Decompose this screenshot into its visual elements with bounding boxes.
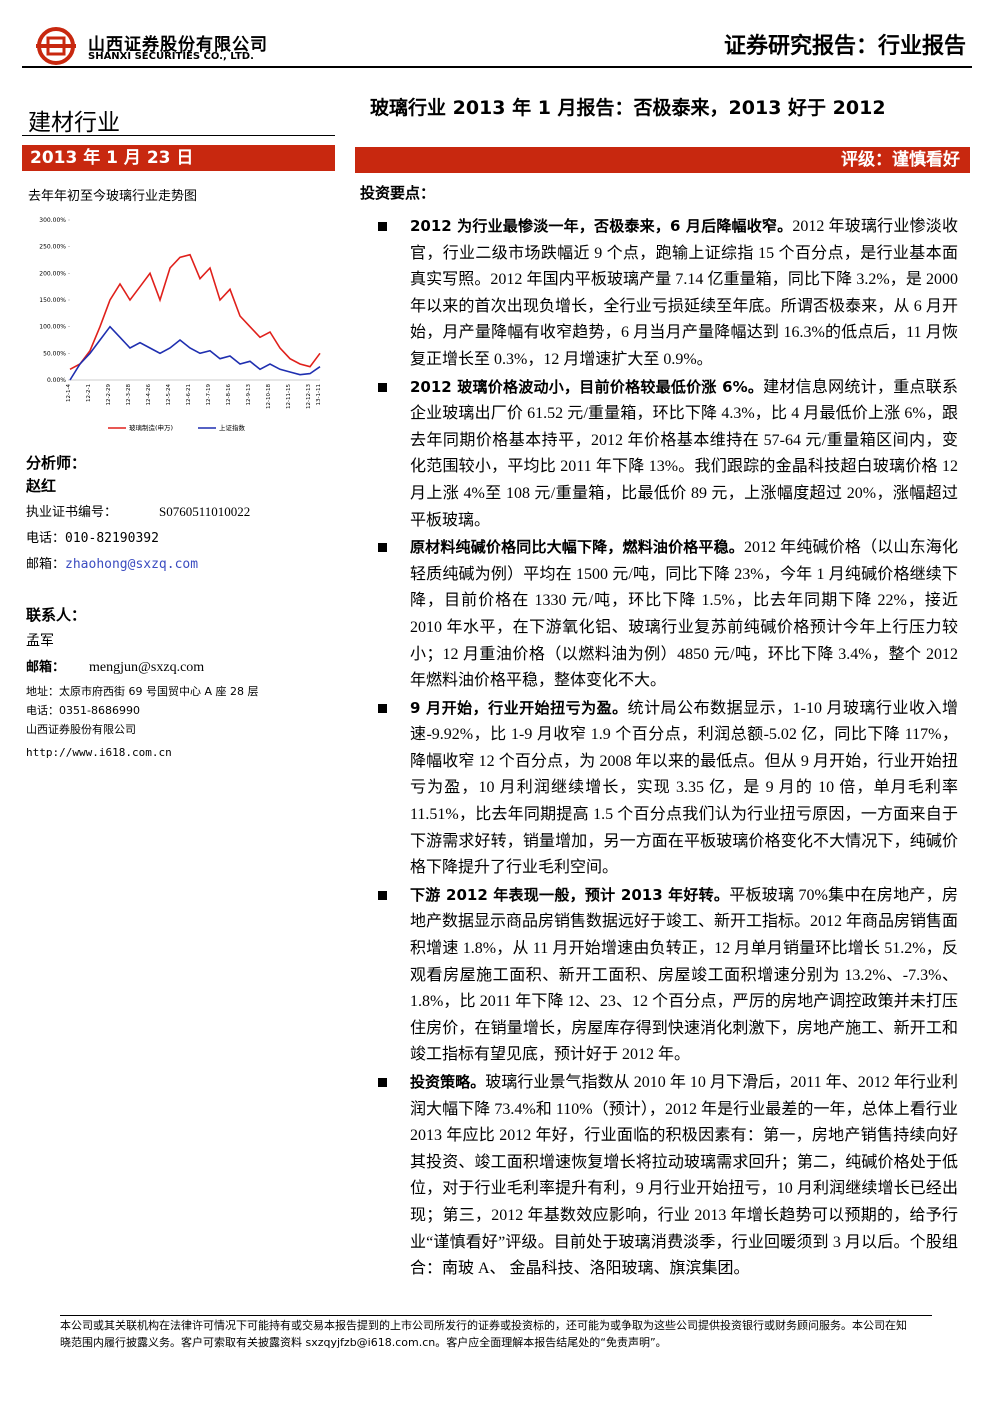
company-en: SHANXI SECURITIES CO., LTD. [88, 51, 254, 62]
bullet-lead: 9 月开始，行业开始扭亏为盈。 [410, 698, 628, 717]
y-tick-label: 200.00% [39, 270, 66, 277]
value: zhaohong@sxzq.com [65, 557, 199, 572]
label: 执业证书编号： [26, 505, 118, 520]
sector-rule [22, 135, 335, 136]
x-tick-label: 12-2-1 [86, 384, 92, 402]
bullet: 下游 2012 年表现一般，预计 2013 年好转。平板玻璃 70%集中在房地产… [378, 882, 959, 1069]
contact-heading: 联系人： [26, 606, 87, 624]
bullet-lead: 2012 玻璃价格波动小，目前价格较最低价涨 6%。 [410, 377, 764, 396]
bullet: 原材料纯碱价格同比大幅下降，燃料油价格平稳。2012 年纯碱价格（以山东海化轻质… [378, 534, 958, 695]
bullet-text: 2012 年玻璃行业惨淡收官，行业二级市场跌幅近 9 个点，跑输上证综指 15 … [410, 218, 958, 368]
x-tick-label: 12-7-19 [206, 384, 212, 406]
x-tick-label: 12-3-28 [126, 384, 132, 406]
company-cn: 山西证券股份有限公司 [88, 35, 268, 55]
phone: 电话：010-82190392 [26, 527, 159, 546]
bullet-text: 建材信息网统计，重点联系企业玻璃出厂价 61.52 元/重量箱，环比下降 4.3… [410, 378, 958, 529]
x-tick-label: 12-6-21 [186, 384, 192, 405]
bullet: 9 月开始，行业开始扭亏为盈。统计局公布数据显示，1-10 月玻璃行业收入增速-… [378, 695, 958, 882]
bullet: 2012 为行业最惨淡一年，否极泰来，6 月后降幅收窄。2012 年玻璃行业惨淡… [378, 213, 958, 374]
key-points-heading: 投资要点： [360, 184, 436, 202]
x-tick-label: 12-2-29 [106, 384, 112, 406]
report-type: 证券研究报告：行业报告 [723, 34, 966, 59]
x-tick-label: 12-12-13 [306, 384, 312, 409]
label: 邮箱： [26, 660, 66, 675]
bullet: 2012 玻璃价格波动小，目前价格较最低价涨 6%。建材信息网统计，重点联系企业… [378, 374, 958, 535]
footer-rule [60, 1315, 932, 1316]
cert: 执业证书编号： S0760511010022 [26, 501, 250, 520]
value: mengjun@sxzq.com [89, 660, 205, 675]
legend-label: 上证指数 [219, 423, 246, 432]
bullet: 投资策略。玻璃行业景气指数从 2010 年 10 月下滑后，2011 年、201… [378, 1069, 958, 1283]
x-tick-label: 12-9-13 [246, 384, 252, 406]
line [69, 325, 321, 381]
address: 地址：太原市府西街 69 号国贸中心 A 座 28 层 [26, 685, 259, 698]
value: S0760511010022 [159, 504, 251, 519]
line [69, 253, 321, 371]
x-tick-label: 12-11-15 [286, 384, 292, 409]
logo [36, 27, 76, 65]
analyst-heading: 分析师： [26, 454, 87, 472]
x-tick-label: 12-10-18 [266, 384, 272, 409]
date-bar: 2013 年 1 月 23 日 [22, 145, 335, 171]
analyst-name: 赵红 [26, 477, 57, 495]
sector: 建材行业 [28, 110, 120, 136]
contact-name: 孟军 [26, 633, 54, 649]
x-tick-label: 12-4-26 [146, 384, 152, 406]
y-tick-label: 50.00% [43, 350, 66, 357]
bullet-lead: 投资策略。 [410, 1073, 486, 1091]
bullet-text: 统计局公布数据显示，1-10 月玻璃行业收入增速-9.92%，比 1-9 月收窄… [410, 699, 958, 877]
y-tick-label: 100.00% [39, 324, 66, 331]
key-points: 2012 为行业最惨淡一年，否极泰来，6 月后降幅收窄。2012 年玻璃行业惨淡… [378, 213, 959, 1283]
bullet-lead: 原材料纯碱价格同比大幅下降，燃料油价格平稳。 [410, 538, 744, 557]
x-tick-label: 12-5-24 [166, 384, 172, 406]
contact-company: 山西证券股份有限公司 [26, 723, 136, 736]
bullet-text: 玻璃行业景气指数从 2010 年 10 月下滑后，2011 年、2012 年行业… [410, 1074, 958, 1278]
email: 邮箱：zhaohong@sxzq.com [26, 553, 198, 572]
bullet-lead: 下游 2012 年表现一般，预计 2013 年好转。 [410, 885, 730, 904]
x-tick-label: 13-1-11 [316, 384, 322, 405]
label: 电话： [26, 531, 66, 546]
report-title: 玻璃行业 2013 年 1 月报告：否极泰来，2013 好于 2012 [370, 97, 886, 119]
chart-title: 去年年初至今玻璃行业走势图 [28, 189, 198, 204]
y-tick-label: 250.00% [39, 244, 66, 251]
y-tick-label: 300.00% [39, 217, 66, 224]
rating-bar: 评级：谨慎看好 [355, 147, 970, 173]
website: http://www.i618.com.cn [26, 746, 172, 759]
x-tick-label: 12-1-4 [66, 384, 72, 402]
legend-label: 玻璃制造(申万) [129, 423, 173, 432]
chart: 0.00% 50.00% 100.00% 150.00% 200.00% 250.00% 3… [39, 217, 322, 432]
label: 邮箱： [26, 557, 66, 572]
y-tick-label: 150.00% [39, 297, 66, 304]
x-tick-label: 12-8-16 [226, 384, 232, 406]
bullet-lead: 2012 为行业最惨淡一年，否极泰来，6 月后降幅收窄。 [410, 217, 793, 235]
footer: 本公司或其关联机构在法律许可情况下可能持有或交易本报告提到的上市公司所发行的证券… [60, 1319, 907, 1349]
bullet-text: 平板玻璃 70%集中在房地产，房地产数据显示商品房销售数据远好于竣工、新开工指标… [410, 886, 959, 1064]
value: 010-82190392 [65, 531, 159, 546]
bullet-text: 2012 年纯碱价格（以山东海化轻质纯碱为例）平均在 1500 元/吨，同比下降… [410, 539, 958, 690]
contact-phone: 电话：0351-8686990 [26, 704, 140, 717]
y-tick-label: 0.00% [47, 377, 66, 384]
contact-email: 邮箱： mengjun@sxzq.com [26, 656, 204, 676]
header-rule [22, 66, 972, 68]
